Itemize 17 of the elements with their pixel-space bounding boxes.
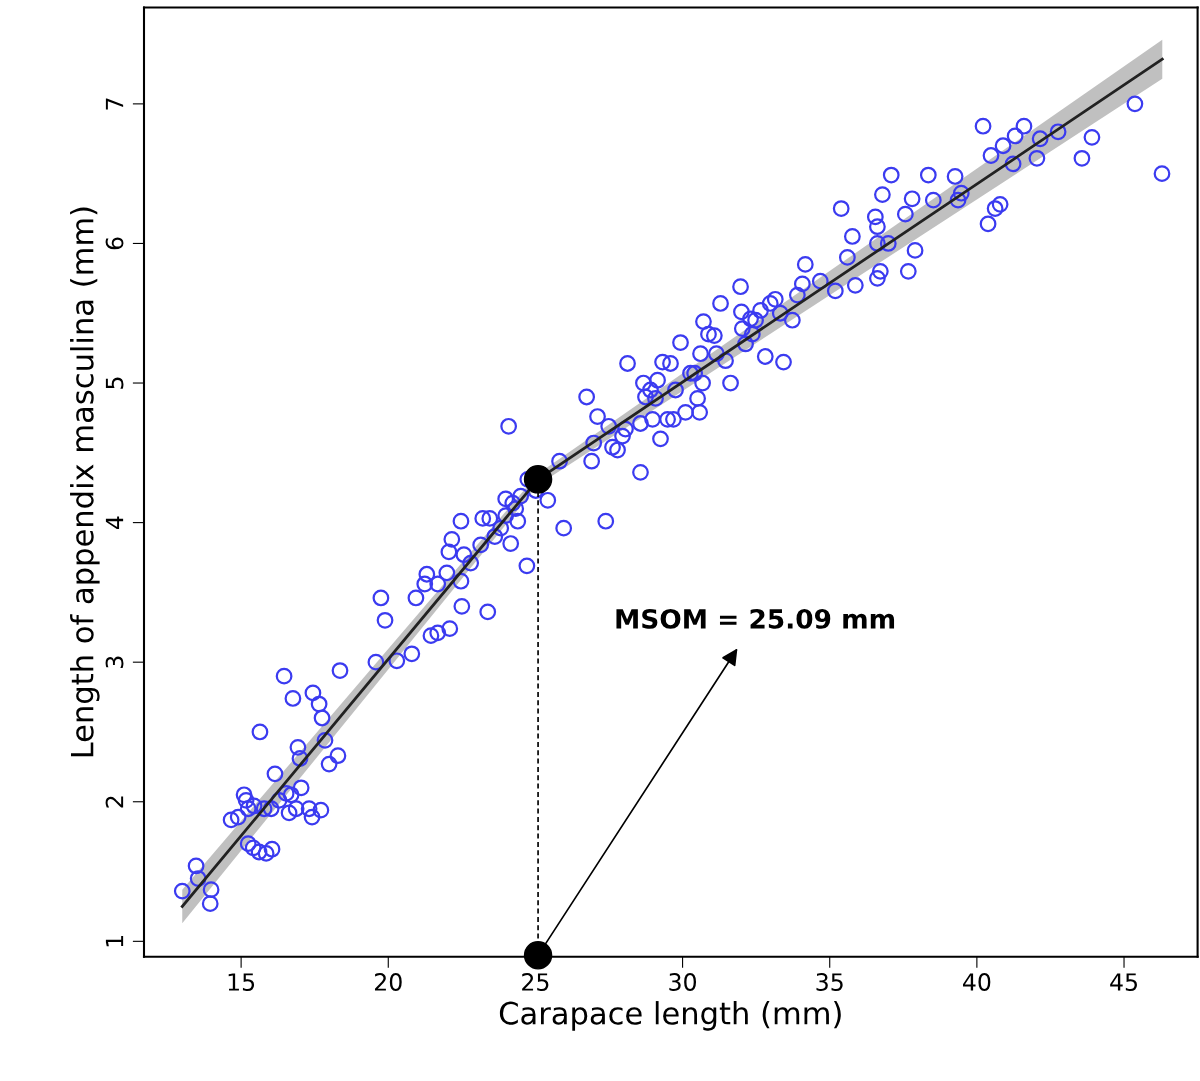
y-tick-label: 3 (105, 656, 124, 668)
annotation: MSOM = 25.09 mm (616, 608, 895, 629)
y-tick-label: 6 (105, 237, 124, 250)
y-axis-title: Length of appendix masculina (mm) (70, 207, 100, 757)
y-tick-label: 7 (105, 98, 124, 110)
x-tick-label: 30 (669, 973, 697, 991)
y-tick-label: 4 (105, 516, 124, 529)
y-tick-label: 5 (105, 377, 124, 389)
x-tick-label: 15 (228, 973, 255, 991)
y-tick-label: 2 (105, 796, 124, 808)
x-tick-label: 20 (374, 973, 402, 991)
x-axis-title: Carapace length (mm) (499, 1001, 841, 1031)
x-tick-label: 45 (1110, 973, 1137, 991)
x-tick-label: 40 (963, 973, 991, 991)
x-tick-label: 35 (816, 973, 843, 991)
y-tick-label: 1 (105, 936, 124, 947)
x-tick-label: 25 (522, 973, 549, 991)
